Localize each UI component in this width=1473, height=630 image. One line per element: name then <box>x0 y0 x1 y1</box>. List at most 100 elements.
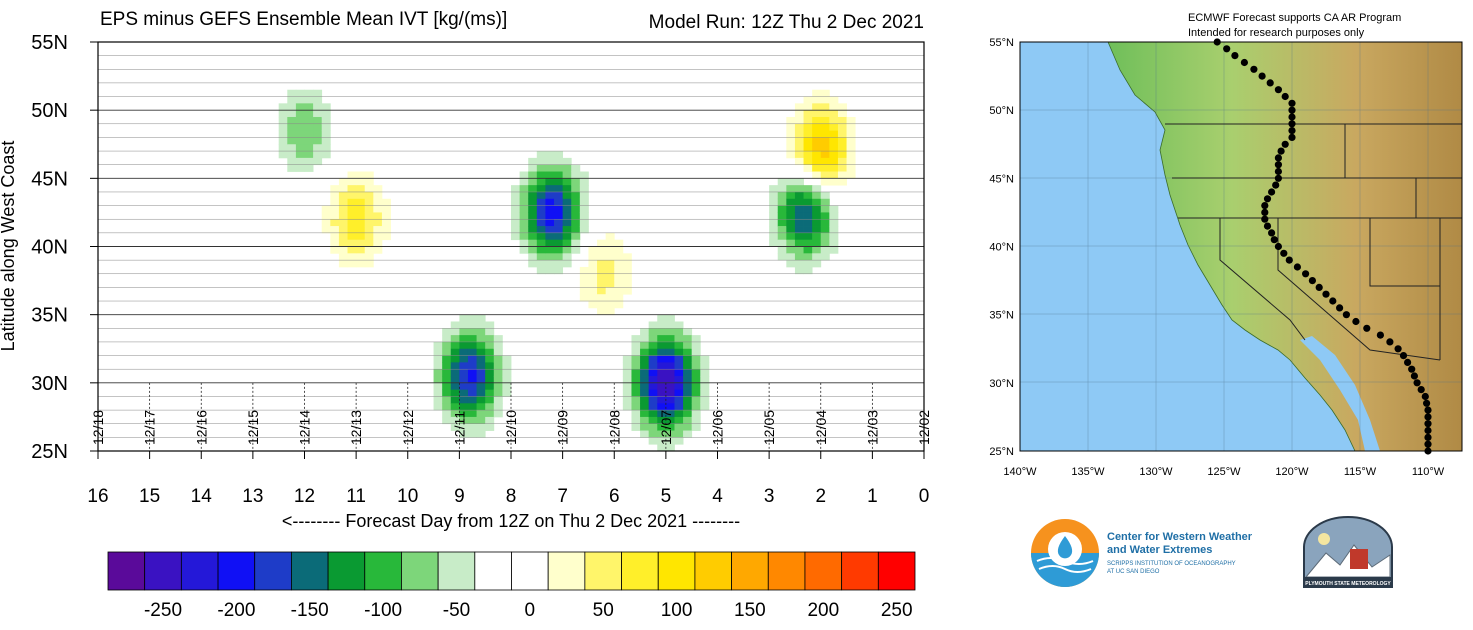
heatmap-cell <box>829 144 839 152</box>
heatmap-cell <box>803 212 813 220</box>
heatmap-cell <box>364 205 374 213</box>
heatmap-cell <box>467 328 477 336</box>
heatmap-cell <box>648 410 658 418</box>
cw3e-line4: AT UC SAN DIEGO <box>1107 569 1160 575</box>
heatmap-cell <box>519 239 529 247</box>
y-tick-label: 25N <box>31 441 68 463</box>
heatmap-cell <box>657 328 667 336</box>
heatmap-cell <box>554 212 564 220</box>
heatmap-cell <box>519 191 529 200</box>
heatmap-cell <box>837 110 847 118</box>
heatmap-cell <box>562 239 572 247</box>
heatmap-cell <box>665 335 675 343</box>
heatmap-cell <box>287 151 297 159</box>
heatmap-cell <box>579 212 589 220</box>
heatmap-cell <box>364 178 374 186</box>
heatmap-cell <box>829 130 839 138</box>
colorbar-swatch <box>731 551 769 591</box>
heatmap-cell <box>820 219 830 227</box>
heatmap-cell <box>528 232 538 241</box>
heatmap-cell <box>485 369 495 377</box>
heatmap-cell <box>786 123 796 132</box>
heatmap-cell <box>450 321 460 329</box>
heatmap-cell <box>442 416 452 425</box>
heatmap-cell <box>562 164 572 172</box>
heatmap-cell <box>476 403 486 411</box>
heatmap-cell <box>502 362 512 370</box>
coast-point <box>1261 202 1269 210</box>
heatmap-cell <box>812 260 822 268</box>
heatmap-cell <box>605 253 615 261</box>
heatmap-cell <box>364 246 374 254</box>
heatmap-cell <box>545 164 555 172</box>
heatmap-cell <box>450 382 460 391</box>
coast-point <box>1240 58 1248 67</box>
heatmap-cell <box>846 151 856 159</box>
coast-point <box>1302 270 1310 278</box>
heatmap-cell <box>356 226 366 234</box>
heatmap-cell <box>304 103 314 111</box>
heatmap-cell <box>614 280 624 288</box>
x-tick-label: 7 <box>557 486 568 507</box>
heatmap-cell <box>330 232 340 241</box>
coast-point <box>1280 249 1288 257</box>
heatmap-cell <box>450 410 460 418</box>
heatmap-cell <box>485 341 495 350</box>
heatmap-cell <box>287 144 297 152</box>
chart-title: EPS minus GEFS Ensemble Mean IVT [kg/(ms… <box>100 9 507 30</box>
heatmap-cell <box>528 205 538 213</box>
heatmap-cell <box>459 348 469 356</box>
heatmap-cell <box>519 212 529 220</box>
heatmap-cell <box>588 301 598 309</box>
heatmap-cell <box>295 137 305 145</box>
y-tick-label: 45N <box>31 168 68 190</box>
cw3e-line3: SCRIPPS INSTITUTION OF OCEANOGRAPHY <box>1107 561 1236 567</box>
x-tick-label: 5 <box>661 486 672 507</box>
heatmap-cell <box>648 389 658 397</box>
heatmap-cell <box>640 396 650 404</box>
colorbar-swatch <box>804 551 843 591</box>
heatmap-cell <box>837 137 847 145</box>
heatmap-cell <box>571 239 581 247</box>
heatmap-cell <box>648 382 658 391</box>
heatmap-cell <box>467 321 477 329</box>
map-lat-label: 25°N <box>989 446 1014 458</box>
heatmap-cell <box>803 151 813 159</box>
heatmap-cell <box>536 260 546 268</box>
heatmap-cell <box>338 198 348 206</box>
x-axis-ticks: 16 15 14 13 12 11 10 9 8 7 6 5 4 3 2 1 0 <box>87 451 929 507</box>
x-tick-label: 16 <box>87 486 108 507</box>
heatmap-cell <box>338 219 348 227</box>
heatmap-cell <box>313 157 323 166</box>
heatmap-cell <box>812 185 822 193</box>
colorbar-tick-label: 250 <box>881 600 913 621</box>
x-tick-label: 11 <box>346 486 366 507</box>
map-lat-label: 40°N <box>989 242 1014 254</box>
date-label: 12/10 <box>503 410 519 445</box>
heatmap-cell <box>450 355 460 363</box>
heatmap-cell <box>321 137 331 145</box>
coast-point <box>1417 386 1425 394</box>
heatmap-cell <box>691 369 701 377</box>
coast-point <box>1424 447 1432 455</box>
heatmap-cell <box>820 151 830 159</box>
heatmap-cell <box>373 232 383 241</box>
heatmap-cell <box>829 171 839 179</box>
heatmap-cell <box>794 226 804 234</box>
heatmap-cell <box>545 191 555 200</box>
heatmap-cell <box>794 219 804 227</box>
heatmap-cell <box>691 376 701 384</box>
coast-point <box>1336 304 1344 312</box>
heatmap-cell <box>450 369 460 377</box>
map-header-line1: ECMWF Forecast supports CA AR Program <box>1188 12 1401 24</box>
heatmap-cell <box>579 171 589 179</box>
heatmap-cell <box>571 246 581 254</box>
heatmap-cell <box>450 335 460 343</box>
heatmap-cell <box>794 266 804 275</box>
heatmap-cell <box>786 260 796 268</box>
heatmap-cell <box>356 232 366 241</box>
heatmap-cell <box>622 266 632 275</box>
coast-point <box>1288 127 1296 135</box>
heatmap-cell <box>631 376 641 384</box>
heatmap-cell <box>631 362 641 370</box>
